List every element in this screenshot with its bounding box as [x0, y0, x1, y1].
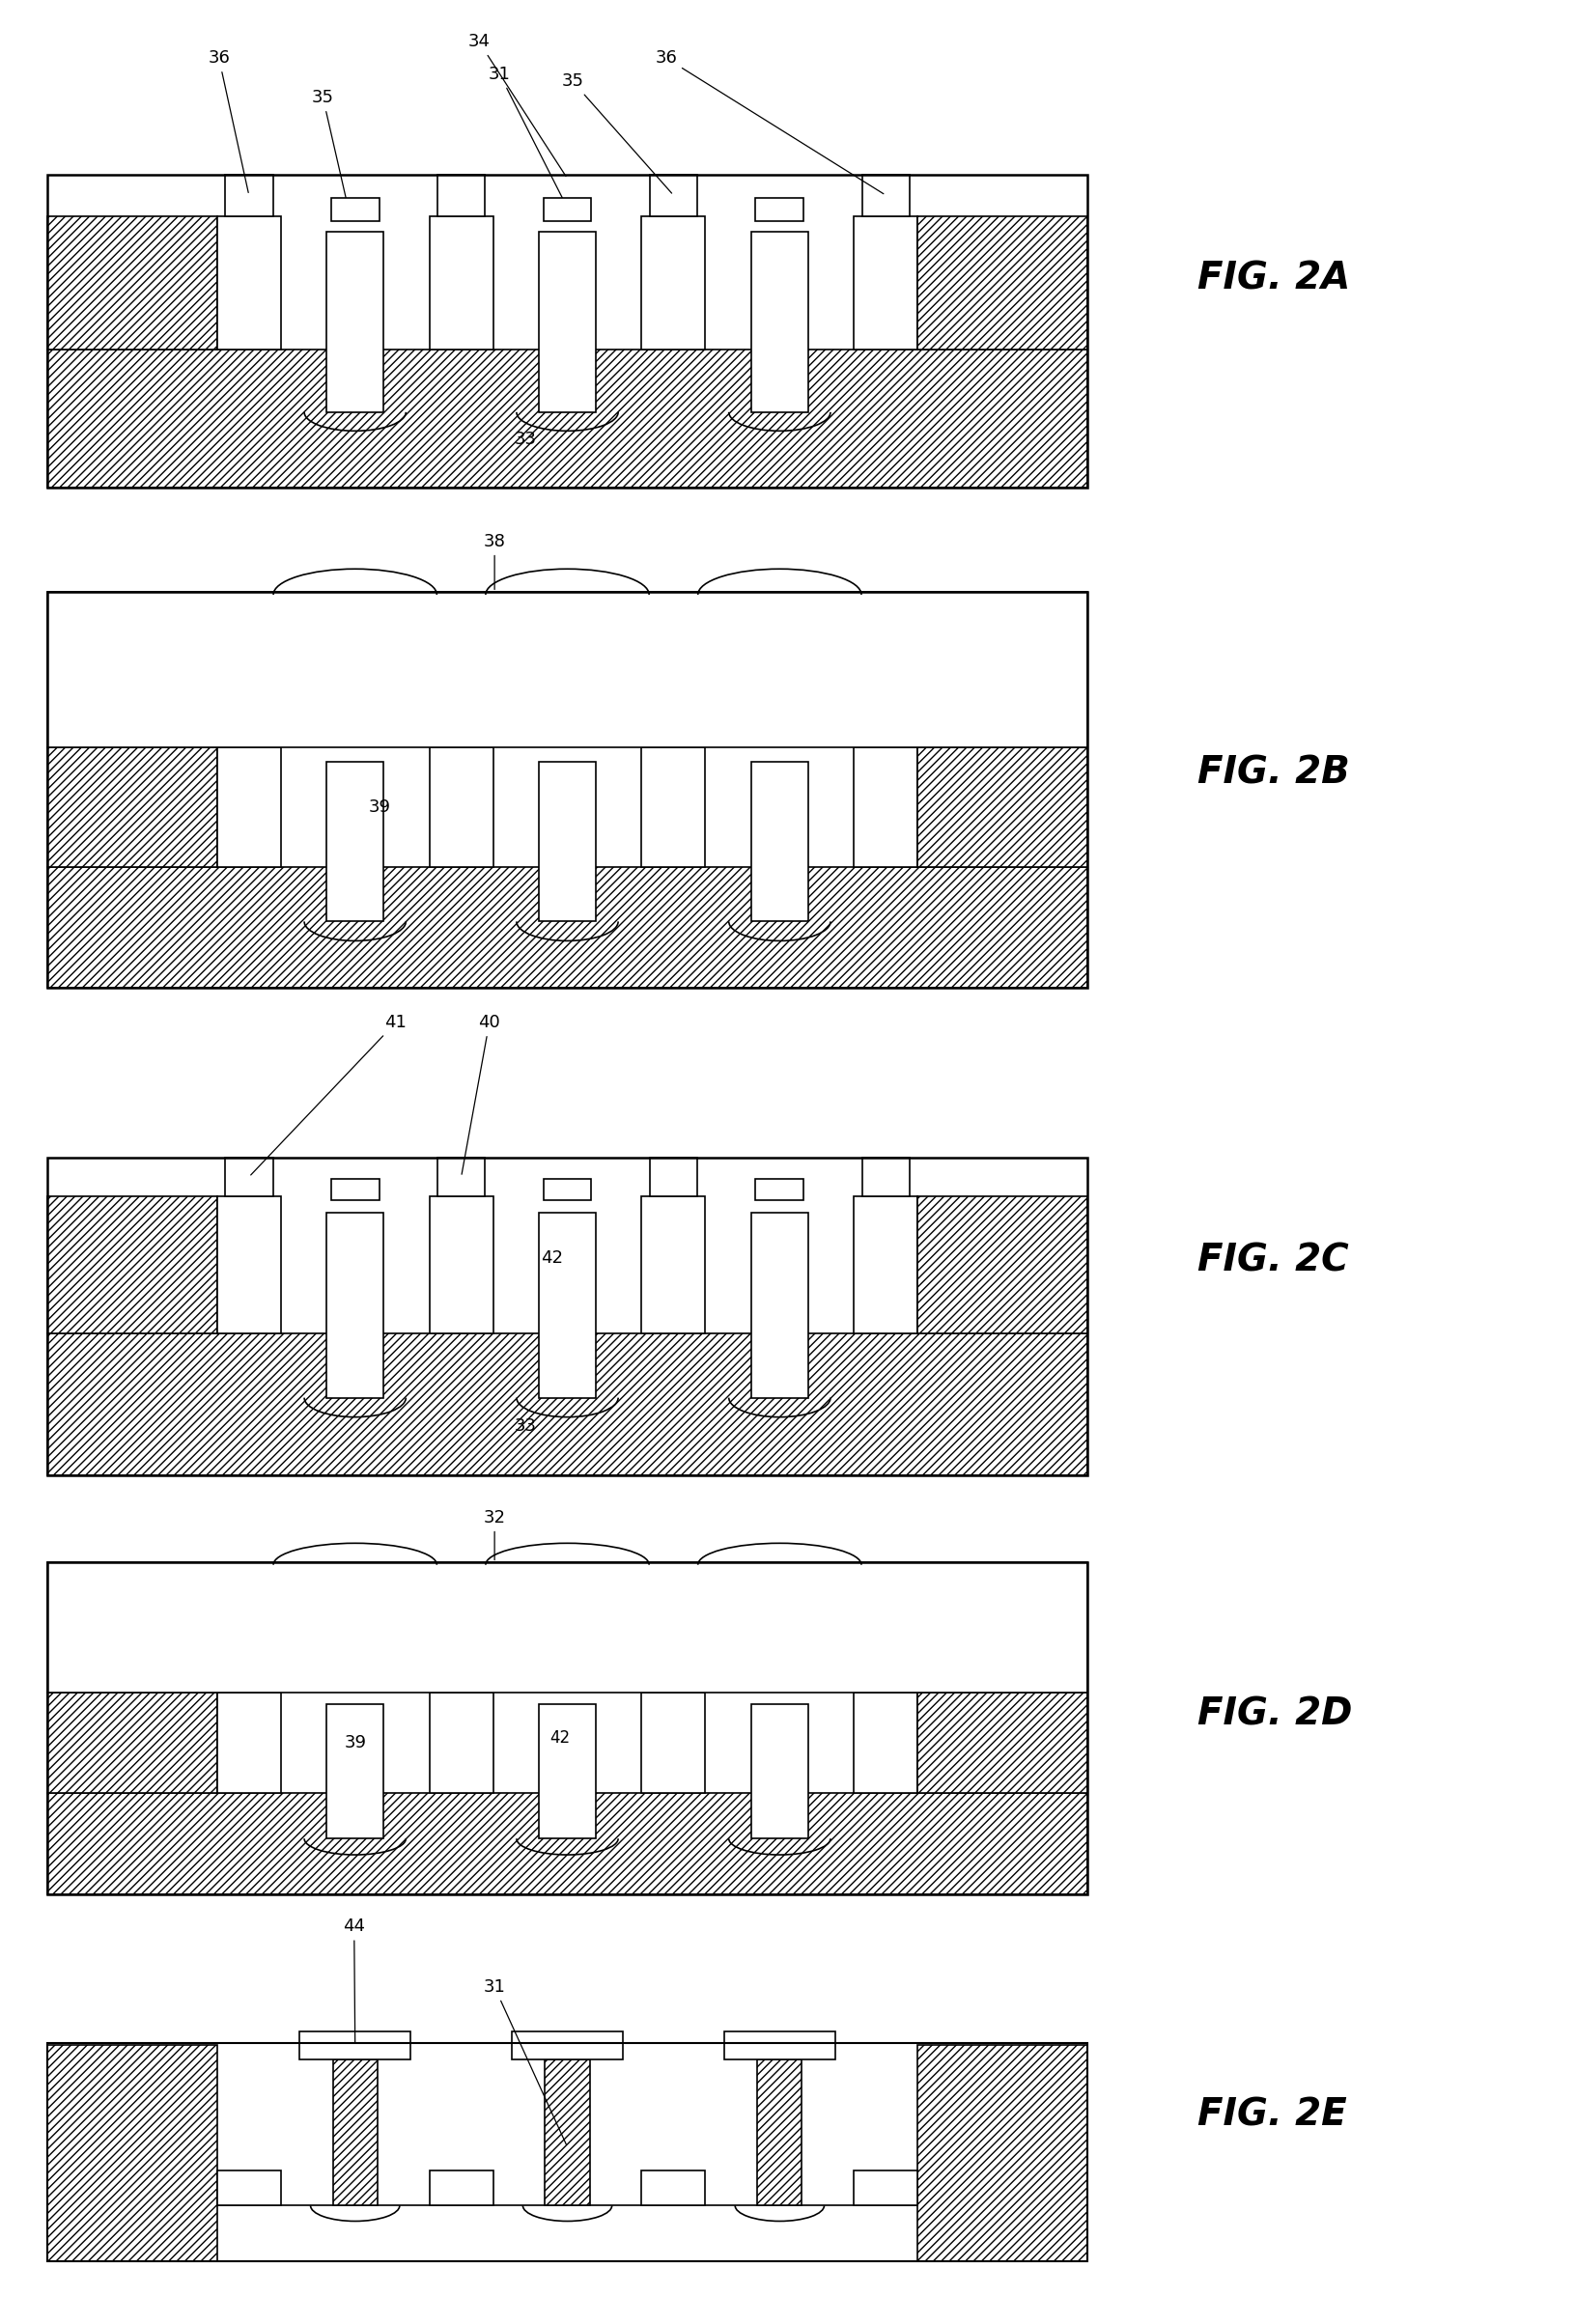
Bar	[47, 593, 1087, 988]
Bar	[429, 2171, 493, 2205]
Bar	[649, 1157, 697, 1197]
Bar	[752, 762, 808, 923]
Text: 31: 31	[484, 1978, 566, 2145]
Text: FIG. 2D: FIG. 2D	[1198, 1697, 1352, 1731]
Bar	[331, 1178, 380, 1202]
Text: 40: 40	[462, 1013, 500, 1174]
Bar	[47, 1197, 217, 1334]
Bar	[539, 232, 596, 411]
Bar	[225, 174, 273, 216]
Bar	[437, 174, 485, 216]
Bar	[47, 1794, 1087, 1894]
Bar	[641, 1692, 706, 1794]
Bar	[47, 1692, 217, 1794]
Bar	[333, 2059, 377, 2205]
Bar	[854, 2171, 917, 2205]
Bar	[641, 216, 706, 351]
Text: 35: 35	[312, 88, 347, 200]
Bar	[47, 2043, 1087, 2261]
Bar	[326, 762, 383, 923]
Bar	[641, 746, 706, 867]
Bar	[217, 1197, 281, 1334]
Bar	[723, 2031, 835, 2059]
Bar	[47, 174, 1087, 488]
Bar	[755, 198, 804, 221]
Bar	[326, 232, 383, 411]
Bar	[649, 174, 697, 216]
Bar	[47, 746, 217, 867]
Text: 44: 44	[344, 1917, 366, 2043]
Bar	[917, 216, 1087, 351]
Text: 33: 33	[515, 430, 537, 449]
Bar	[225, 1157, 273, 1197]
Bar	[47, 867, 1087, 988]
Text: FIG. 2E: FIG. 2E	[1198, 2096, 1347, 2133]
Bar	[326, 1213, 383, 1397]
Text: FIG. 2C: FIG. 2C	[1198, 1243, 1349, 1278]
Text: 32: 32	[484, 1508, 506, 1559]
Text: 36: 36	[208, 49, 249, 193]
Bar	[217, 1692, 281, 1794]
Bar	[752, 232, 808, 411]
Bar	[217, 216, 281, 351]
Bar	[47, 1562, 1087, 1894]
Bar	[917, 1197, 1087, 1334]
Bar	[512, 2031, 623, 2059]
Bar	[854, 746, 917, 867]
Bar	[544, 1178, 591, 1202]
Bar	[545, 2059, 589, 2205]
Bar	[854, 216, 917, 351]
Bar	[752, 1213, 808, 1397]
Bar	[539, 1213, 596, 1397]
Bar	[641, 2171, 706, 2205]
Text: 31: 31	[489, 65, 566, 205]
Bar	[47, 1334, 1087, 1476]
Bar	[429, 1692, 493, 1794]
Bar	[299, 2031, 411, 2059]
Bar	[758, 2059, 802, 2205]
Text: FIG. 2B: FIG. 2B	[1198, 755, 1351, 790]
Bar	[539, 1703, 596, 1838]
Bar	[217, 746, 281, 867]
Bar	[539, 762, 596, 923]
Bar	[47, 216, 217, 351]
Bar	[47, 2205, 1087, 2261]
Bar	[544, 198, 591, 221]
Bar	[47, 1157, 1087, 1476]
Bar	[331, 198, 380, 221]
Bar	[47, 351, 1087, 488]
Bar	[326, 1703, 383, 1838]
Bar	[429, 216, 493, 351]
Bar	[641, 1197, 706, 1334]
Text: 41: 41	[251, 1013, 407, 1176]
Bar	[47, 593, 1087, 746]
Text: 34: 34	[468, 33, 566, 177]
Text: FIG. 2A: FIG. 2A	[1198, 260, 1351, 297]
Bar	[437, 1157, 485, 1197]
Bar	[854, 1197, 917, 1334]
Text: 35: 35	[561, 72, 671, 193]
Bar	[429, 1197, 493, 1334]
Bar	[917, 746, 1087, 867]
Text: 33: 33	[515, 1418, 537, 1434]
Text: 38: 38	[484, 532, 506, 590]
Bar	[429, 746, 493, 867]
Bar	[862, 174, 909, 216]
Bar	[854, 1692, 917, 1794]
Text: 42: 42	[550, 1729, 569, 1745]
Text: 39: 39	[369, 799, 391, 816]
Bar	[47, 2045, 217, 2261]
Bar	[755, 1178, 804, 1202]
Bar	[862, 1157, 909, 1197]
Text: 39: 39	[344, 1734, 366, 1752]
Bar	[47, 1562, 1087, 1692]
Text: 42: 42	[541, 1250, 563, 1267]
Bar	[917, 2045, 1087, 2261]
Bar	[752, 1703, 808, 1838]
Text: 36: 36	[656, 49, 884, 193]
Bar	[217, 2171, 281, 2205]
Bar	[917, 1692, 1087, 1794]
